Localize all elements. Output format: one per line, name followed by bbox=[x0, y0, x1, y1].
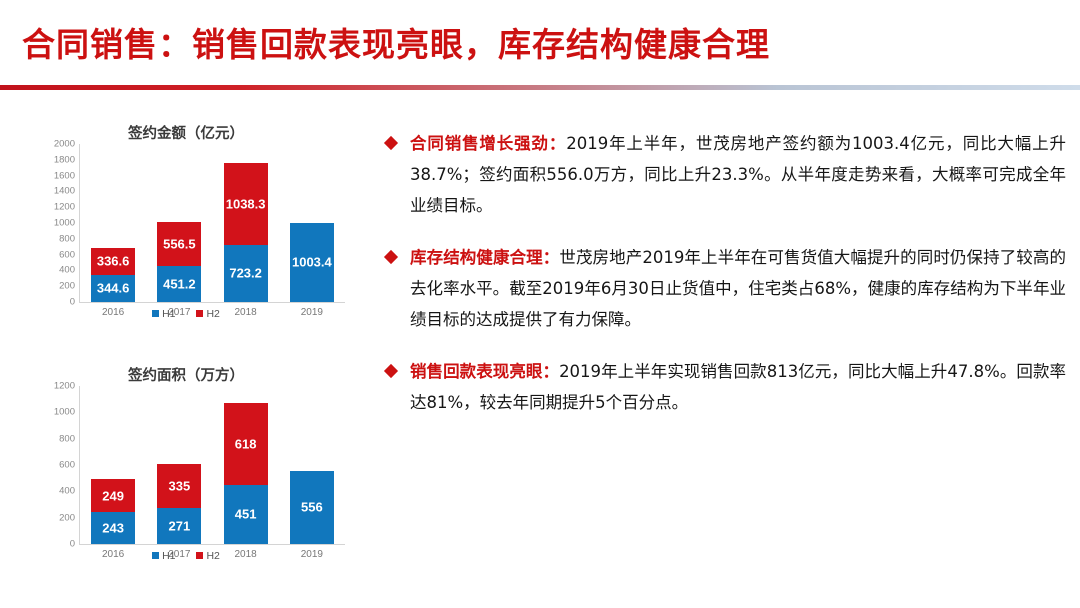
legend-label-h2: H2 bbox=[206, 550, 220, 562]
y-axis-tick-label: 200 bbox=[59, 512, 75, 524]
legend-label-h2: H2 bbox=[206, 308, 220, 320]
bullet-body: 2019年上半年，世茂房地产签约额为1003.4亿元，同比大幅上升38.7%；签… bbox=[410, 134, 1067, 215]
diamond-bullet-icon bbox=[383, 249, 399, 265]
bullet-lead: 库存结构健康合理： bbox=[410, 248, 560, 267]
bar-segment-h1 bbox=[91, 512, 136, 544]
bar-value-label: 243 bbox=[102, 520, 124, 536]
bar-value-label: 249 bbox=[102, 488, 124, 504]
chart-legend: H1 H2 bbox=[0, 550, 372, 562]
bar-value-label: 271 bbox=[168, 518, 191, 534]
bar-segment-h1 bbox=[223, 484, 268, 544]
chart-title: 签约金额（亿元） bbox=[128, 126, 244, 142]
bar-value-label: 1038.3 bbox=[225, 196, 266, 212]
plot-area: 0 200 400 600 800 1000 1200 1400 1600 1800 2000 344… bbox=[54, 139, 345, 318]
bullet-lead: 合同销售增长强劲： bbox=[410, 134, 567, 153]
bar-segment-h1 bbox=[289, 470, 334, 544]
bullet-body: 2019年上半年实现销售回款813亿元，同比大幅上升47.8%。回款率达81%，… bbox=[410, 362, 1067, 412]
bar-segment-h1 bbox=[157, 266, 202, 302]
legend-swatch-red-icon bbox=[196, 551, 204, 559]
bar-segment-h1 bbox=[157, 508, 202, 544]
x-axis-tick-label: 2018 bbox=[234, 549, 257, 560]
charts-column: 签约金额（亿元） 0 200 400 600 800 1000 1200 1400 1600 18… bbox=[0, 100, 372, 608]
slide-header: 合同销售：销售回款表现亮眼，库存结构健康合理 bbox=[0, 0, 1080, 96]
x-axis-tick-label: 2017 bbox=[168, 307, 191, 318]
legend-swatch-blue-icon bbox=[152, 551, 160, 559]
chart-legend: H1 H2 bbox=[0, 308, 372, 320]
bar-value-label: 1003.4 bbox=[291, 254, 332, 270]
bar-value-label: 336.6 bbox=[96, 253, 130, 269]
bar-segment-h2 bbox=[157, 464, 202, 509]
x-axis-tick-label: 2016 bbox=[102, 307, 125, 318]
bar-segment-h2 bbox=[223, 162, 268, 245]
bar-segment-h1 bbox=[289, 222, 334, 302]
bar-value-label: 451 bbox=[234, 506, 257, 522]
bar-segment-h2 bbox=[223, 403, 268, 485]
legend-item-h1: H1 bbox=[152, 550, 176, 562]
title-divider bbox=[0, 85, 1080, 90]
legend-swatch-red-icon bbox=[196, 309, 204, 317]
y-axis-tick-label: 1200 bbox=[53, 380, 75, 392]
y-axis-tick-label: 1600 bbox=[53, 170, 75, 182]
y-axis-tick-label: 1000 bbox=[53, 217, 75, 229]
bullet-lead: 销售回款表现亮眼： bbox=[410, 362, 560, 381]
x-axis-tick-label: 2016 bbox=[102, 549, 125, 560]
bar-value-label: 556 bbox=[301, 499, 323, 515]
x-axis-tick-label: 2018 bbox=[234, 307, 257, 318]
x-axis-tick-label: 2019 bbox=[300, 549, 323, 560]
bullet-inventory-structure: 库存结构健康合理：世茂房地产2019年上半年在可售货值大幅提升的同时仍保持了较高… bbox=[383, 242, 1066, 335]
y-axis-line bbox=[79, 144, 80, 302]
bar-segment-h2 bbox=[91, 479, 136, 512]
y-axis-tick-label: 400 bbox=[59, 264, 75, 276]
y-axis-tick-label: 2000 bbox=[53, 138, 75, 150]
commentary-column: 合同销售增长强劲：2019年上半年，世茂房地产签约额为1003.4亿元，同比大幅… bbox=[383, 128, 1067, 439]
bar-value-label: 618 bbox=[234, 436, 257, 452]
y-axis-tick-label: 800 bbox=[59, 233, 75, 245]
bar-value-label: 723.2 bbox=[229, 265, 262, 281]
x-axis-tick-label: 2019 bbox=[300, 307, 323, 318]
x-axis-line bbox=[79, 544, 345, 545]
bar-value-label: 451.2 bbox=[163, 276, 196, 292]
y-axis-tick-label: 1400 bbox=[53, 185, 75, 197]
x-axis-tick-label: 2017 bbox=[168, 549, 191, 560]
diamond-bullet-icon bbox=[383, 363, 399, 379]
y-axis-tick-label: 1800 bbox=[53, 154, 75, 166]
y-axis-tick-label: 1200 bbox=[53, 201, 75, 213]
y-axis-tick-label: 200 bbox=[59, 280, 75, 292]
y-axis-tick-label: 800 bbox=[59, 433, 75, 445]
bar-value-label: 344.6 bbox=[96, 280, 130, 296]
bar-segment-h2 bbox=[91, 248, 136, 275]
bar-segment-h1 bbox=[223, 244, 268, 302]
bar-value-label: 556.5 bbox=[163, 236, 196, 252]
legend-item-h2: H2 bbox=[196, 550, 220, 562]
y-axis-tick-label: 600 bbox=[59, 249, 75, 261]
bullet-cash-collection: 销售回款表现亮眼：2019年上半年实现销售回款813亿元，同比大幅上升47.8%… bbox=[383, 356, 1067, 418]
bar-segment-h2 bbox=[157, 222, 202, 267]
bullet-contract-sales-growth: 合同销售增长强劲：2019年上半年，世茂房地产签约额为1003.4亿元，同比大幅… bbox=[383, 128, 1067, 221]
y-axis-tick-label: 1000 bbox=[53, 406, 75, 418]
page-title: 合同销售：销售回款表现亮眼，库存结构健康合理 bbox=[22, 25, 770, 64]
x-axis-line bbox=[79, 302, 345, 303]
y-axis-tick-label: 600 bbox=[59, 459, 75, 471]
chart-contract-area: 签约面积（万方） 0 200 400 600 800 1000 1200 243 249 2016… bbox=[0, 364, 372, 576]
y-axis-line bbox=[79, 386, 80, 544]
legend-label-h1: H1 bbox=[162, 308, 176, 320]
diamond-bullet-icon bbox=[383, 135, 399, 151]
bullet-body: 世茂房地产2019年上半年在可售货值大幅提升的同时仍保持了较高的去化率水平。截至… bbox=[410, 248, 1066, 329]
legend-item-h1: H1 bbox=[152, 308, 176, 320]
bar-segment-h1 bbox=[91, 274, 136, 302]
legend-swatch-blue-icon bbox=[152, 309, 160, 317]
legend-item-h2: H2 bbox=[196, 308, 220, 320]
bar-value-label: 335 bbox=[168, 478, 191, 494]
legend-label-h1: H1 bbox=[162, 550, 176, 562]
y-axis-tick-label: 400 bbox=[59, 485, 75, 497]
y-axis-tick-label: 0 bbox=[69, 296, 75, 308]
y-axis-tick-label: 0 bbox=[69, 538, 75, 550]
plot-area: 0 200 400 600 800 1000 1200 243 249 2016 271 335 201… bbox=[54, 381, 345, 560]
chart-title: 签约面积（万方） bbox=[128, 368, 244, 384]
chart-contract-amount: 签约金额（亿元） 0 200 400 600 800 1000 1200 1400 1600 18… bbox=[0, 122, 372, 334]
